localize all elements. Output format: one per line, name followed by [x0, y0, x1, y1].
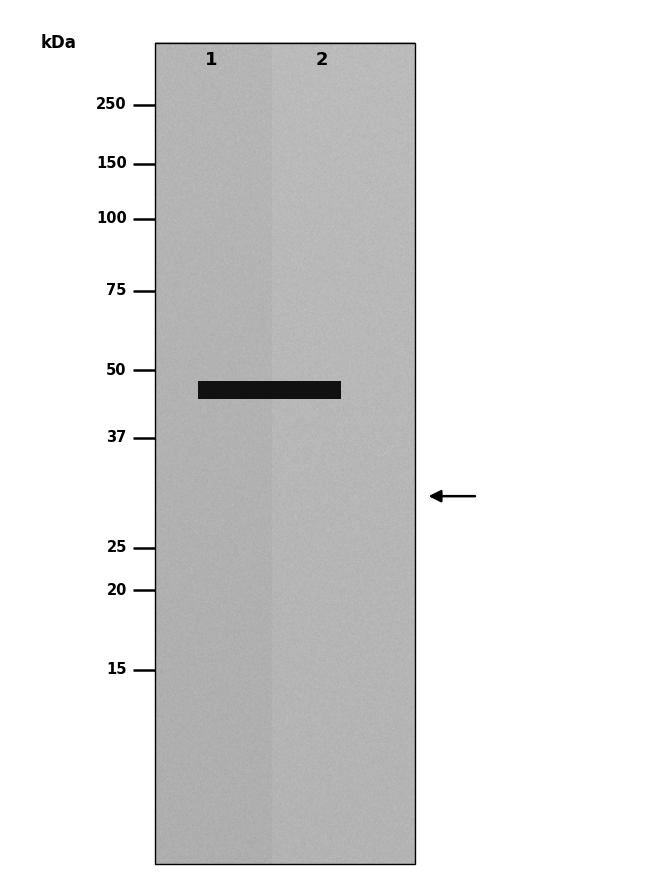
Text: 50: 50 [106, 363, 127, 377]
Bar [155, 43, 415, 864]
Text: 20: 20 [107, 583, 127, 597]
Text: 15: 15 [106, 663, 127, 677]
Text: 1: 1 [205, 51, 218, 69]
Text: 2: 2 [315, 51, 328, 69]
Text: 250: 250 [96, 97, 127, 112]
Text: kDa: kDa [40, 34, 77, 51]
Text: 25: 25 [107, 540, 127, 555]
Text: 37: 37 [107, 431, 127, 445]
Text: 75: 75 [107, 284, 127, 298]
Bar [198, 381, 341, 399]
Text: 100: 100 [96, 212, 127, 226]
Text: 150: 150 [96, 157, 127, 171]
